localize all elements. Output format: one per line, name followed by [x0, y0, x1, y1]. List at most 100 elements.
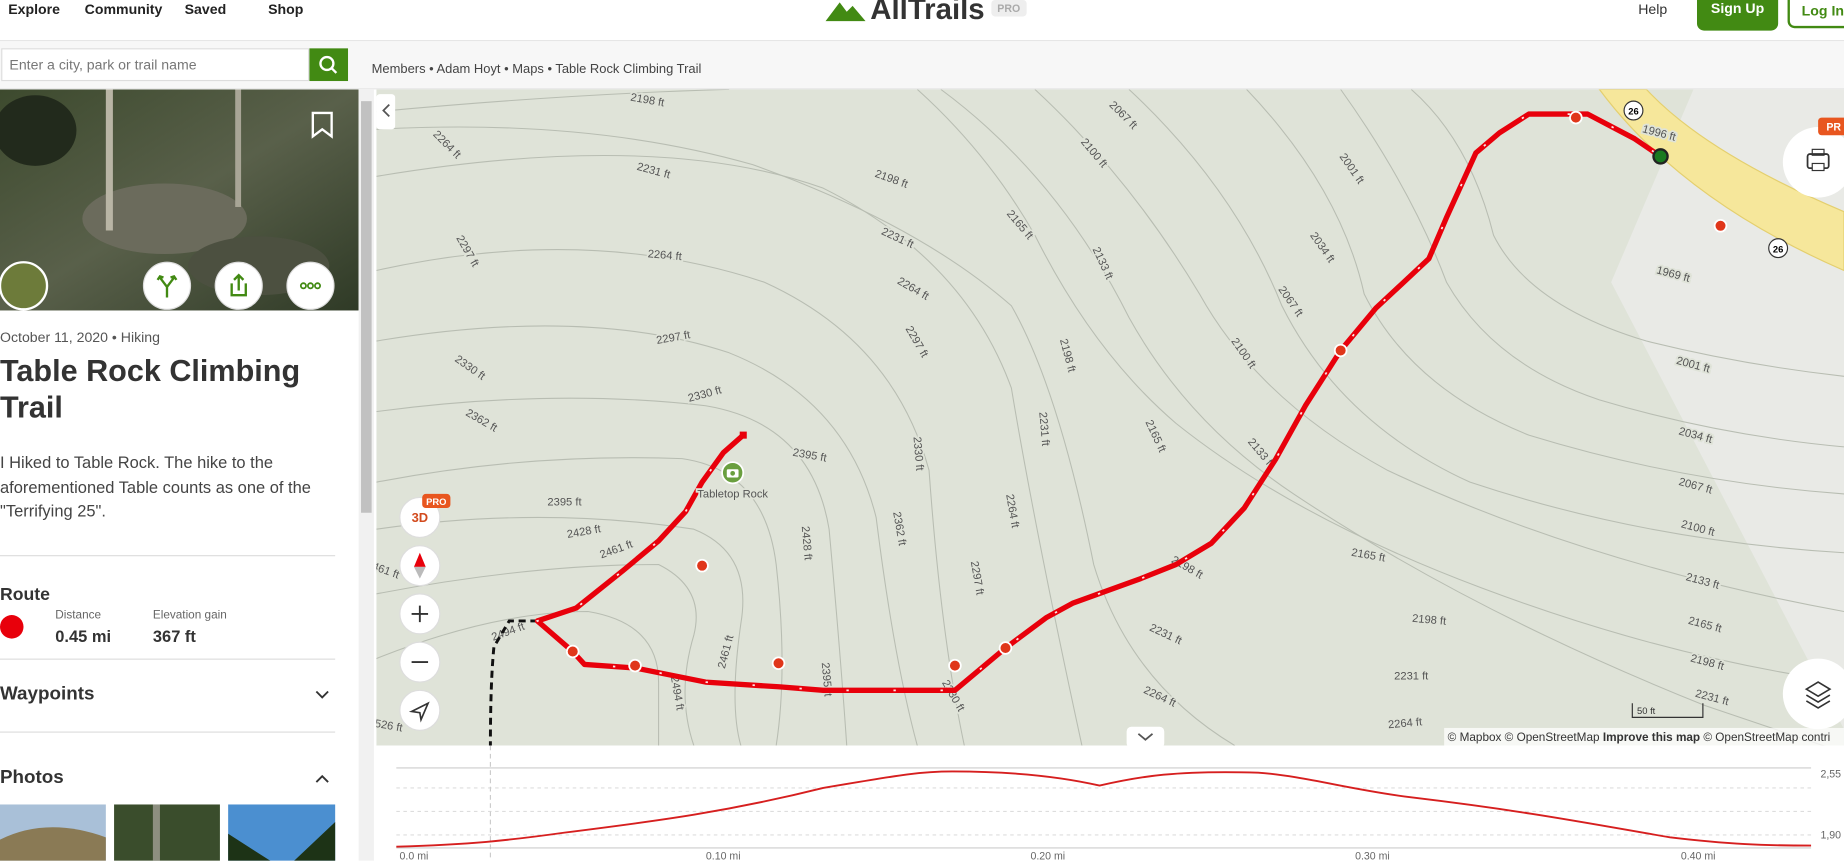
attribution[interactable]: © OpenStreetMap: [1505, 731, 1600, 744]
breadcrumb: Table Rock Climbing Trail: [555, 62, 702, 77]
activity-title: Table Rock Climbing Trail: [0, 352, 301, 425]
contour-label: 2067 ft: [1107, 99, 1140, 132]
contour-label: 2231 ft: [1036, 411, 1051, 447]
profile-x-label: 0.30 mi: [1355, 851, 1390, 861]
contour-label: 461 ft: [370, 561, 401, 582]
logo[interactable]: AllTrails: [870, 0, 985, 26]
collapse-tab[interactable]: [376, 94, 396, 130]
section-toggle[interactable]: Photos: [0, 767, 64, 788]
contour-label: 2428 ft: [799, 526, 814, 562]
scrollbar[interactable]: [358, 89, 374, 861]
contour-label: 2001 ft: [1675, 355, 1712, 376]
contour-label: 2461 ft: [598, 538, 635, 561]
contour-label: 2264 ft: [1142, 684, 1179, 710]
photo-thumb[interactable]: [114, 804, 220, 861]
nav-link[interactable]: Shop: [268, 1, 304, 18]
contour-label: 2330 ft: [687, 384, 724, 405]
contour-label: 2231 ft: [635, 161, 672, 182]
search-input[interactable]: Enter a city, park or trail name: [1, 48, 310, 82]
pro-badge: PRO: [426, 496, 446, 507]
contour-label: 2034 ft: [1307, 230, 1337, 266]
contour-label: 2165 ft: [1687, 615, 1724, 636]
chevron-down[interactable]: [315, 689, 329, 701]
route-color: [0, 615, 24, 639]
contour-label: 2067 ft: [1677, 476, 1714, 497]
nav-link[interactable]: Saved: [184, 1, 227, 18]
contour-label: 526 ft: [374, 718, 404, 735]
stat-label: Elevation gain: [152, 609, 227, 623]
help-link[interactable]: Help: [1638, 1, 1668, 18]
contour-label: 2165 ft: [1143, 418, 1169, 455]
top-nav: Explore Community Saved Shop AllTrails P…: [0, 0, 1844, 42]
contour-label: 2494 ft: [490, 620, 527, 643]
logo-badge: PRO: [991, 0, 1027, 17]
photo-thumb[interactable]: [228, 804, 336, 861]
profile-x-label: 0.10 mi: [706, 851, 741, 861]
contour-label: 2362 ft: [890, 511, 908, 548]
section-toggle[interactable]: Waypoints: [0, 684, 95, 705]
contour-label: 2395 ft: [792, 447, 829, 465]
breadcrumb[interactable]: Members: [371, 62, 426, 77]
profile-toggle[interactable]: [1126, 726, 1165, 748]
contour-label: 2297 ft: [453, 234, 481, 270]
photo-thumb[interactable]: [0, 804, 106, 861]
contour-label: 2264 ft: [1003, 493, 1021, 530]
nav-link[interactable]: Community: [84, 1, 163, 18]
action-row: [0, 261, 335, 311]
contour-label: 1996 ft: [1641, 123, 1678, 144]
contour-label: 2133 ft: [1684, 571, 1721, 592]
contour-label: 2264 ft: [895, 275, 931, 303]
contour-label: 2395 ft: [819, 662, 834, 698]
divider: [0, 731, 336, 733]
poi-label: Tabletop Rock: [697, 488, 768, 500]
attribution[interactable]: Improve this map: [1603, 731, 1700, 744]
share-button[interactable]: [214, 261, 263, 310]
more-button[interactable]: [286, 261, 335, 310]
map-scale: 50 ft: [1637, 705, 1656, 716]
zoom-in-button[interactable]: [399, 593, 441, 635]
contour-label: 2264 ft: [430, 129, 463, 162]
contour-label: 2198 ft: [1169, 554, 1205, 582]
nav-link[interactable]: Explore: [8, 1, 60, 18]
directions-button[interactable]: [142, 261, 192, 310]
contour-label: 2231 ft: [1148, 622, 1185, 648]
road-shield: 26: [1623, 100, 1644, 121]
compass-button[interactable]: [399, 545, 441, 587]
contour-label: 2198 ft: [1412, 613, 1448, 628]
contour-label: 2428 ft: [566, 523, 603, 541]
profile-y-label: 1,90: [1820, 830, 1841, 842]
contour-label: 2297 ft: [968, 560, 986, 597]
contour-label: 2494 ft: [668, 675, 686, 712]
contour-label: 2264 ft: [1388, 716, 1424, 731]
search-button[interactable]: [309, 48, 349, 82]
stat-value: 367 ft: [152, 626, 196, 646]
contour-label: 2264 ft: [647, 248, 683, 263]
attribution[interactable]: © Mapbox: [1448, 731, 1502, 744]
locate-button[interactable]: [399, 689, 441, 731]
zoom-out-button[interactable]: [399, 641, 441, 683]
chevron-up[interactable]: [315, 773, 329, 785]
avatar[interactable]: [0, 261, 49, 311]
contour-label: 2297 ft: [903, 324, 931, 360]
layers-button[interactable]: [1782, 658, 1844, 730]
contour-label: 2001 ft: [1337, 151, 1367, 187]
route-heading: Route: [0, 584, 50, 605]
breadcrumbs: Members • Adam Hoyt • Maps • Table Rock …: [371, 62, 702, 77]
contour-label: 2198 ft: [1057, 338, 1078, 375]
breadcrumb[interactable]: Maps: [512, 62, 544, 77]
map-3d-button[interactable]: 3D: [399, 496, 441, 539]
print-button[interactable]: [1782, 127, 1844, 198]
contour-label: 2198 ft: [1689, 653, 1726, 674]
activity-description: I Hiked to Table Rock. The hike to the a…: [0, 452, 311, 520]
sign-up-button[interactable]: Sign Up: [1696, 0, 1779, 31]
contour-label: 2198 ft: [873, 168, 910, 191]
scrollbar-thumb[interactable]: [361, 101, 372, 513]
contour-label: 2231 ft: [1394, 671, 1429, 683]
profile-y-label: 2,55: [1820, 768, 1841, 780]
svg-text:© Mapbox © OpenStreetMap Impr: © Mapbox © OpenStreetMap Improve this ma…: [1448, 731, 1831, 744]
divider: [0, 555, 336, 557]
log-in-button[interactable]: Log In: [1787, 0, 1844, 29]
breadcrumb[interactable]: Adam Hoyt: [436, 62, 501, 77]
profile-x-label: 0.40 mi: [1681, 851, 1716, 861]
attribution[interactable]: © OpenStreetMap contri: [1703, 731, 1830, 744]
